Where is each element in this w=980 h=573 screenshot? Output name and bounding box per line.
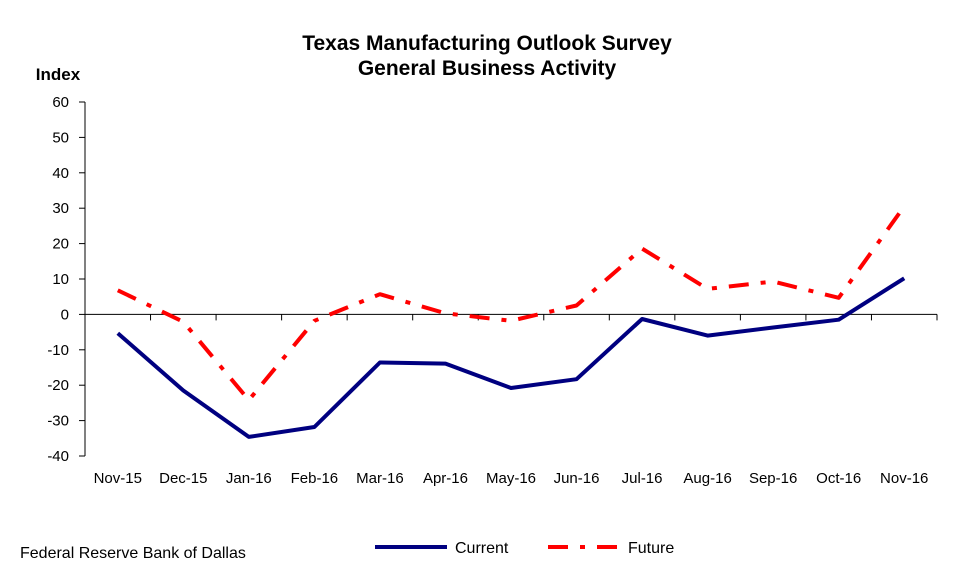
y-tick-label: -30 <box>47 413 69 430</box>
series-line-current <box>116 276 906 439</box>
x-tick-label: Apr-16 <box>423 470 468 487</box>
legend-current-label: Current <box>455 540 509 557</box>
y-tick-label: 50 <box>52 129 69 146</box>
y-tick-label: 10 <box>52 271 69 288</box>
x-tick-label: Sep-16 <box>749 470 797 487</box>
x-tick-label: May-16 <box>486 470 536 487</box>
x-tick-label: Nov-15 <box>94 470 142 487</box>
data-point-future <box>510 319 513 322</box>
x-tick-label: Jun-16 <box>554 470 600 487</box>
series-line-future <box>116 205 906 403</box>
source-note: Federal Reserve Bank of Dallas <box>20 545 246 562</box>
x-axis: Nov-15 Dec-15 Jan-16 Feb-16 Mar-16 Apr-16 May-… <box>84 314 938 487</box>
y-axis-label: Index <box>36 65 81 84</box>
legend-future-label: Future <box>628 540 674 557</box>
y-tick-label: 20 <box>52 236 69 253</box>
y-tick-label: -10 <box>47 342 69 359</box>
y-tick-label: 60 <box>52 94 69 111</box>
x-tick-label: Jul-16 <box>622 470 663 487</box>
series-layer <box>116 205 906 439</box>
y-tick-label: 30 <box>52 200 69 217</box>
chart-subtitle: General Business Activity <box>358 57 617 80</box>
x-tick-label: Aug-16 <box>683 470 731 487</box>
data-point-future <box>772 280 775 283</box>
chart-title: Texas Manufacturing Outlook Survey <box>302 32 672 55</box>
x-tick-label: Oct-16 <box>816 470 861 487</box>
x-tick-label: Feb-16 <box>291 470 339 487</box>
data-point-future <box>247 399 250 402</box>
data-point-future <box>706 287 709 290</box>
x-tick-label: Dec-15 <box>159 470 207 487</box>
x-tick-label: Nov-16 <box>880 470 928 487</box>
y-tick-label: -20 <box>47 377 69 394</box>
y-axis: 60 50 40 30 20 10 0 -10 -20 -30 -40 <box>47 94 85 465</box>
x-tick-label: Mar-16 <box>356 470 404 487</box>
data-point-future <box>903 205 906 208</box>
legend: Current Future <box>375 540 674 557</box>
x-tick-label: Jan-16 <box>226 470 272 487</box>
y-tick-label: 0 <box>61 306 69 323</box>
data-point-future <box>182 320 185 323</box>
y-tick-label: -40 <box>47 448 69 465</box>
y-tick-label: 40 <box>52 165 69 182</box>
